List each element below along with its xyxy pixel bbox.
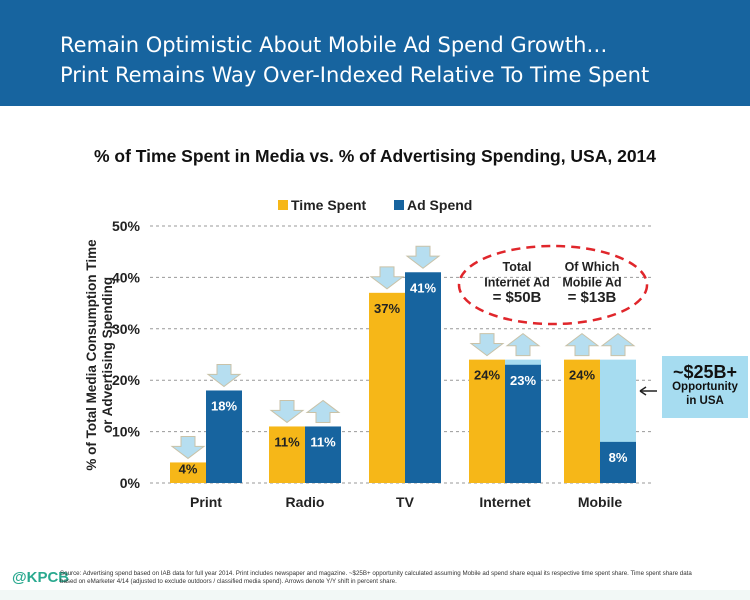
x-tick-label: Internet [479,494,531,510]
data-label: 41% [410,280,436,295]
mobile-ad-total-text: = $13B [568,289,617,306]
arrow-down-icon [369,266,405,290]
pointer-arrow-head-icon [639,386,647,396]
arrow-up-icon [305,399,341,423]
opportunity-box [662,356,748,418]
mobile-ad-total-text: Mobile Ad [562,276,621,290]
data-label: 23% [510,373,536,388]
arrow-down-icon [269,399,305,424]
bar-ad-spend [305,426,341,483]
y-tick-label: 30% [112,321,141,337]
legend-swatch [394,200,404,210]
arrow-down-icon [405,245,441,269]
legend-swatch [278,200,288,210]
x-tick-label: Mobile [578,494,623,510]
arrow-down-icon [469,333,505,357]
annotation-ellipse [457,244,649,326]
data-label: 11% [274,434,300,449]
opportunity-text: in USA [686,395,724,407]
headline-line-1: Remain Optimistic About Mobile Ad Spend … [60,33,608,57]
arrow-up-icon [505,333,541,357]
header-banner: Remain Optimistic About Mobile Ad Spend … [0,0,750,106]
headline-line-2: Print Remains Way Over-Indexed Relative … [60,63,650,87]
data-label: 8% [609,450,628,465]
y-tick-label: 50% [112,218,141,234]
internet-ad-total-text: = $50B [493,289,542,306]
opportunity-text: ~$25B+ [673,362,737,382]
bar-time-spent [564,359,600,483]
y-tick-label: 40% [112,269,141,285]
y-axis-label: % of Total Media Consumption Time [84,239,99,471]
mobile-ad-total-text: Of Which [565,260,620,274]
bar-ad-spend [505,364,541,483]
data-label: 24% [474,368,500,383]
x-tick-label: Radio [286,494,325,510]
bar-ad-spend [405,272,441,483]
x-tick-label: TV [396,494,415,510]
internet-ad-total-text: Total [503,260,532,274]
arrow-down-icon [170,435,206,460]
data-label: 4% [179,461,198,476]
internet-ad-total-text: Internet Ad [484,276,550,290]
opportunity-text: Opportunity [672,381,738,393]
footer-bar [0,590,750,600]
source-footnote: Source: Advertising spend based on IAB d… [60,570,692,585]
arrow-down-icon [206,363,242,388]
bar-time-spent [469,359,505,483]
y-tick-label: 0% [120,475,141,491]
y-axis-label: or Advertising Spending [100,277,115,433]
data-label: 11% [310,434,336,449]
data-label: 24% [569,368,595,383]
bar-ad-spend [206,390,242,483]
chart-title: % of Time Spent in Media vs. % of Advert… [93,146,657,166]
arrow-up-icon [564,333,600,357]
y-tick-label: 10% [112,424,141,440]
bar-ad-spend [600,441,636,483]
data-label: 18% [211,398,237,413]
x-tick-label: Print [190,494,222,510]
bar-chart: 0% 10% 20% 30% 40% 50% % of Total Media Consum… [84,197,748,510]
y-tick-label: 20% [112,372,141,388]
bar-time-spent [369,292,405,483]
bar-time-spent [269,426,305,483]
kpcb-logo: @KPCB [12,569,70,586]
bar-time-spent [170,462,206,483]
legend-label: Ad Spend [407,197,472,213]
data-label: 37% [374,301,400,316]
arrow-up-icon [600,333,636,357]
legend-label: Time Spent [291,197,367,213]
